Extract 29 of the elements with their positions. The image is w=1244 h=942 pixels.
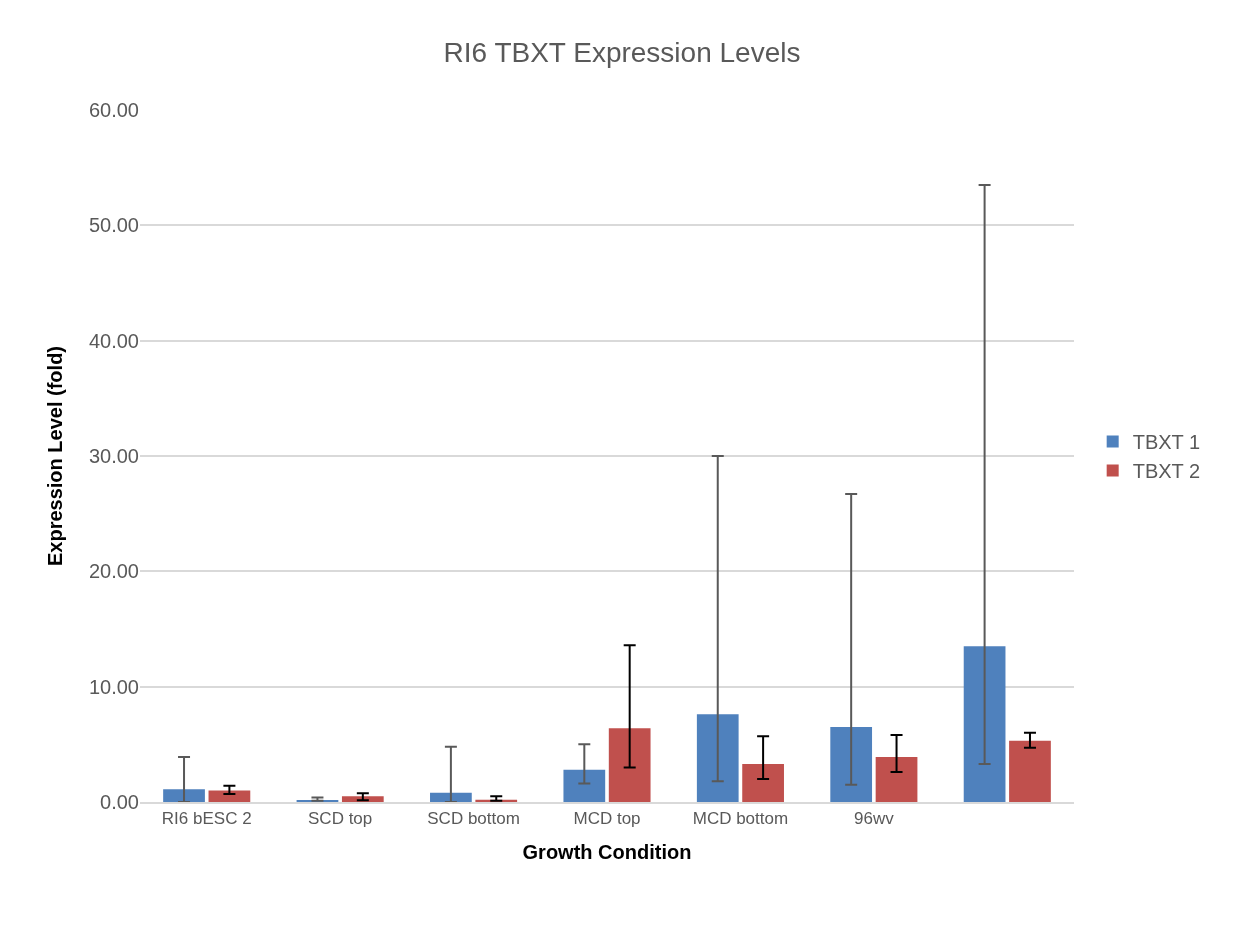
- bar: [208, 790, 251, 802]
- x-tick-label: SCD bottom: [427, 809, 520, 829]
- x-tick-label: 96wv: [854, 809, 895, 829]
- y-tick-label: 30.00: [88, 445, 139, 467]
- legend-label: TBXT 1: [1132, 431, 1201, 454]
- bar: [875, 757, 918, 802]
- bar: [608, 728, 651, 802]
- y-tick-label: 40.00: [88, 329, 139, 352]
- bar: [430, 792, 472, 802]
- x-axis-title: Growth Condition: [522, 841, 692, 864]
- y-tick-label: 50.00: [88, 214, 139, 237]
- y-tick-label: 10.00: [88, 675, 139, 698]
- bar: [163, 789, 205, 802]
- bar: [1009, 740, 1051, 802]
- bar: [563, 769, 606, 802]
- legend-label: TBXT 2: [1132, 460, 1201, 483]
- x-tick-label: MCD bottom: [692, 809, 789, 829]
- y-tick-label: 20.00: [88, 560, 139, 583]
- chart-title: RI6 TBXT Expression Levels: [443, 36, 801, 68]
- y-axis-title: Expression Level (fold): [44, 345, 67, 567]
- x-tick-label: MCD top: [573, 809, 641, 829]
- bar: [830, 727, 873, 802]
- x-tick-label: SCD top: [308, 809, 373, 829]
- x-tick-label: RI6 bESC 2: [161, 809, 252, 829]
- bar: [696, 714, 739, 802]
- y-tick-label: 0.00: [100, 791, 139, 813]
- bar: [742, 763, 784, 802]
- bar: [963, 646, 1006, 802]
- y-tick-label: 60.00: [88, 99, 139, 121]
